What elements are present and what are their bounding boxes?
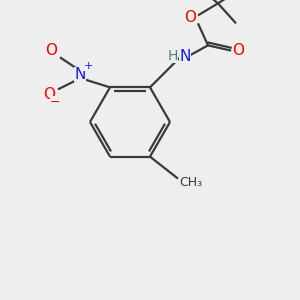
Text: H: H [168,50,178,63]
Text: −: − [50,96,60,109]
Text: O: O [43,87,55,102]
Text: N: N [179,49,191,64]
Text: +: + [83,61,93,71]
Text: O: O [184,10,196,25]
Text: O: O [232,43,244,58]
Text: O: O [45,43,57,58]
Text: N: N [74,67,86,82]
Text: CH₃: CH₃ [179,176,203,189]
